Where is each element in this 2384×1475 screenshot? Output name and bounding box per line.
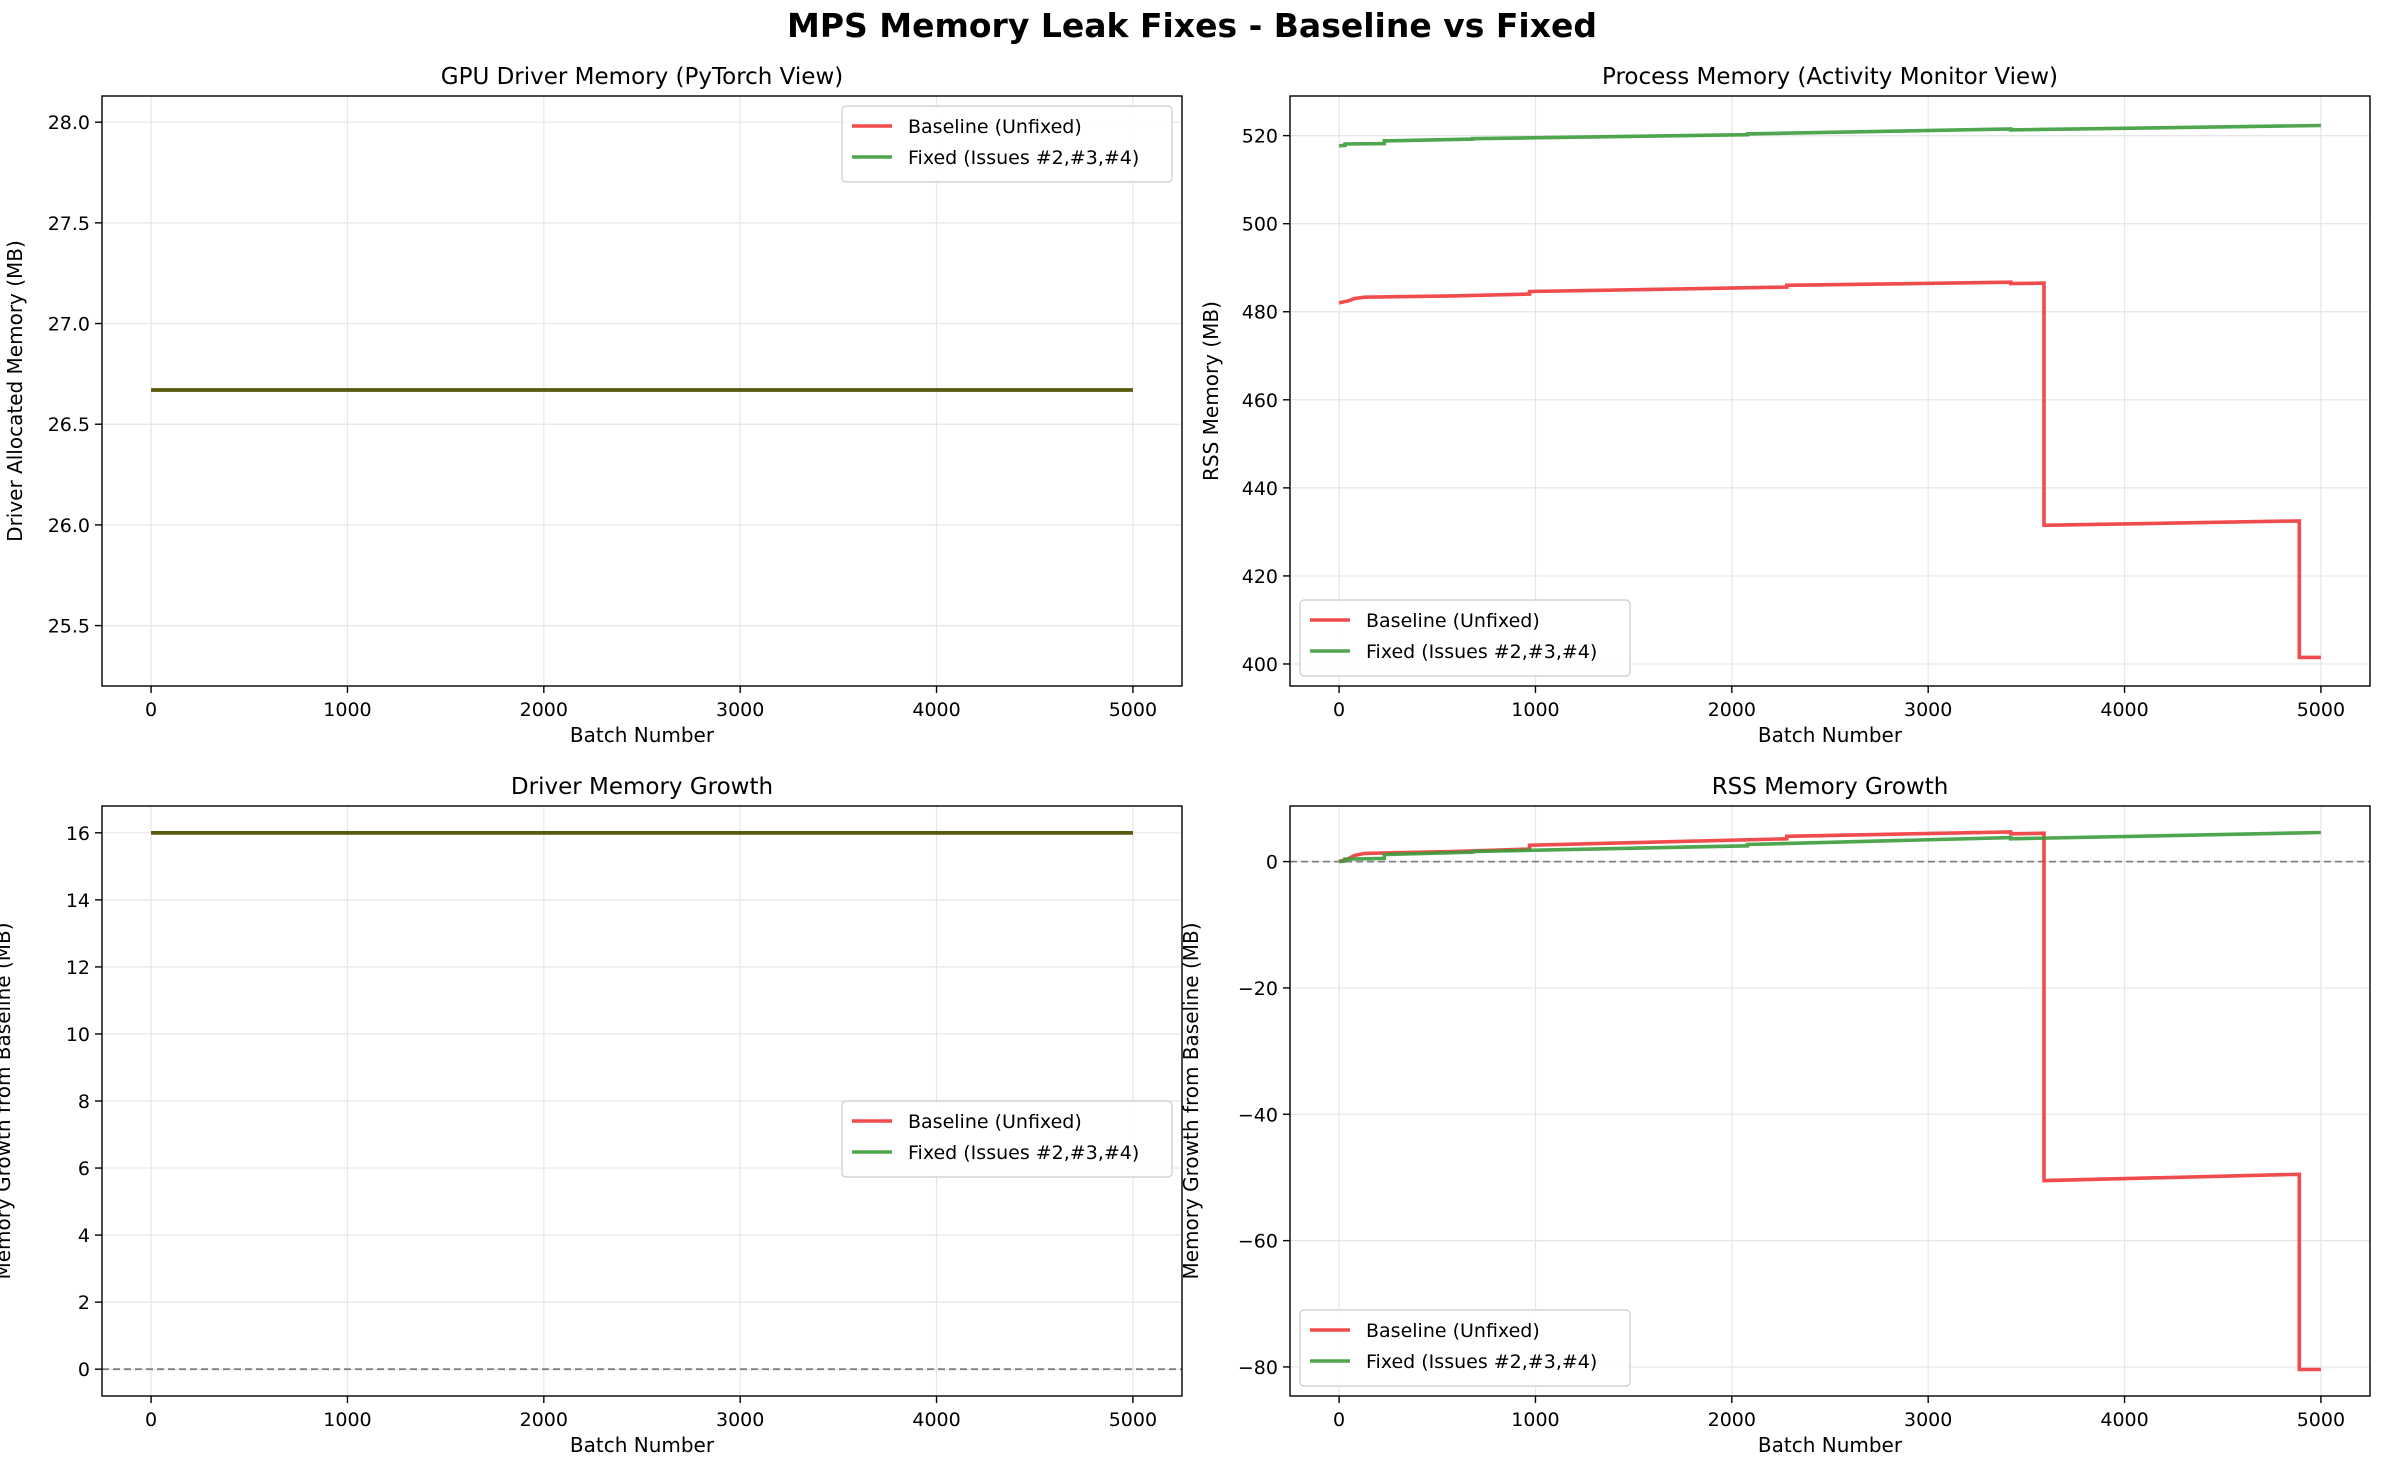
x-axis-label: Batch Number (1758, 723, 1903, 747)
y-tick-label: 26.0 (48, 515, 90, 537)
y-tick-label: 14 (66, 890, 90, 912)
legend-label: Fixed (Issues #2,#3,#4) (1366, 641, 1597, 663)
x-axis-label: Batch Number (570, 1433, 715, 1457)
x-tick-label: 0 (1333, 699, 1345, 721)
y-tick-label: 0 (78, 1359, 90, 1381)
y-tick-label: 400 (1242, 654, 1278, 676)
y-tick-label: 8 (78, 1091, 90, 1113)
subplot-1: 0 1000 2000 3000 4000 5000 25.5 26.0 26.5 27.0 27.… (3, 64, 1183, 747)
y-tick-label: 16 (66, 823, 90, 845)
legend-label: Fixed (Issues #2,#3,#4) (908, 1142, 1139, 1164)
axes-frame (1289, 805, 2371, 1397)
x-tick-label: 5000 (1109, 699, 1157, 721)
legend-label: Baseline (Unfixed) (908, 116, 1082, 138)
x-tick-label: 0 (145, 699, 157, 721)
subplot-title: Driver Memory Growth (511, 774, 773, 800)
x-tick-label: 3000 (716, 1409, 764, 1431)
legend-box (1299, 1309, 1631, 1387)
legend: Baseline (Unfixed) Fixed (Issues #2,#3,#4… (841, 105, 1173, 183)
legend: Baseline (Unfixed) Fixed (Issues #2,#3,#4… (1299, 1309, 1631, 1387)
legend: Baseline (Unfixed) Fixed (Issues #2,#3,#4… (1299, 599, 1631, 677)
x-tick-label: 1000 (323, 699, 371, 721)
x-tick-label: 4000 (912, 699, 960, 721)
x-tick-label: 1000 (323, 1409, 371, 1431)
subplot-title: GPU Driver Memory (PyTorch View) (441, 64, 843, 90)
figure-title: MPS Memory Leak Fixes - Baseline vs Fixe… (787, 6, 1597, 45)
legend-label: Baseline (Unfixed) (1366, 610, 1540, 632)
x-tick-label: 4000 (2100, 1409, 2148, 1431)
y-tick-label: 25.5 (48, 616, 90, 638)
x-tick-label: 1000 (1511, 1409, 1559, 1431)
axes-frame (101, 95, 1183, 687)
subplot-2: 0 1000 2000 3000 4000 5000 400 420 440 460 480 500 5… (1199, 64, 2371, 747)
legend-box (1299, 599, 1631, 677)
subplot-title: RSS Memory Growth (1712, 774, 1949, 800)
x-tick-label: 0 (145, 1409, 157, 1431)
y-axis-label: Memory Growth from Baseline (MB) (1179, 922, 1203, 1279)
y-tick-label: 440 (1242, 478, 1278, 500)
subplot-4: 0 1000 2000 3000 4000 5000 −80 −60 −40 −20 0 RSS Me… (1179, 774, 2371, 1457)
x-tick-label: 2000 (520, 699, 568, 721)
y-tick-label: 6 (78, 1158, 90, 1180)
series-line-fixed (1338, 123, 2321, 148)
y-tick-label: 4 (78, 1225, 90, 1247)
y-tick-label: −60 (1238, 1231, 1278, 1253)
x-tick-label: 0 (1333, 1409, 1345, 1431)
y-tick-label: 2 (78, 1292, 90, 1314)
y-axis-label: Memory Growth from Baseline (MB) (0, 922, 15, 1279)
series-line-baseline (1338, 830, 2321, 1372)
x-tick-label: 3000 (716, 699, 764, 721)
y-tick-label: −40 (1238, 1104, 1278, 1126)
subplot-3: 0 1000 2000 3000 4000 5000 0 2 4 6 8 10 12 14 16 Driver… (0, 774, 1183, 1457)
x-tick-label: 3000 (1904, 1409, 1952, 1431)
legend: Baseline (Unfixed) Fixed (Issues #2,#3,#4… (841, 1100, 1173, 1178)
series-line-baseline (1338, 280, 2321, 660)
x-tick-label: 5000 (1109, 1409, 1157, 1431)
y-tick-label: 28.0 (48, 112, 90, 134)
y-tick-label: 520 (1242, 126, 1278, 148)
y-tick-label: 27.0 (48, 314, 90, 336)
y-axis-label: Driver Allocated Memory (MB) (3, 240, 27, 542)
series-line-fixed (1338, 830, 2321, 864)
x-tick-label: 4000 (2100, 699, 2148, 721)
y-axis-label: RSS Memory (MB) (1199, 301, 1223, 481)
subplot-title: Process Memory (Activity Monitor View) (1602, 64, 2058, 90)
x-tick-label: 5000 (2297, 1409, 2345, 1431)
x-tick-label: 2000 (1708, 699, 1756, 721)
legend-label: Baseline (Unfixed) (908, 1111, 1082, 1133)
legend-label: Fixed (Issues #2,#3,#4) (908, 147, 1139, 169)
x-tick-label: 2000 (1708, 1409, 1756, 1431)
y-tick-label: 420 (1242, 566, 1278, 588)
y-tick-label: 27.5 (48, 213, 90, 235)
y-tick-label: 460 (1242, 390, 1278, 412)
x-tick-label: 4000 (912, 1409, 960, 1431)
y-tick-label: 10 (66, 1024, 90, 1046)
y-tick-label: −80 (1238, 1357, 1278, 1379)
x-tick-label: 5000 (2297, 699, 2345, 721)
y-tick-label: 500 (1242, 214, 1278, 236)
legend-box (841, 105, 1173, 183)
axes-frame (1289, 95, 2371, 687)
x-axis-label: Batch Number (1758, 1433, 1903, 1457)
legend-label: Baseline (Unfixed) (1366, 1320, 1540, 1342)
x-tick-label: 3000 (1904, 699, 1952, 721)
y-tick-label: 480 (1242, 302, 1278, 324)
y-tick-label: 0 (1266, 852, 1278, 874)
x-tick-label: 1000 (1511, 699, 1559, 721)
x-tick-label: 2000 (520, 1409, 568, 1431)
legend-box (841, 1100, 1173, 1178)
y-tick-label: −20 (1238, 978, 1278, 1000)
x-axis-label: Batch Number (570, 723, 715, 747)
legend-label: Fixed (Issues #2,#3,#4) (1366, 1351, 1597, 1373)
y-tick-label: 12 (66, 957, 90, 979)
y-tick-label: 26.5 (48, 414, 90, 436)
